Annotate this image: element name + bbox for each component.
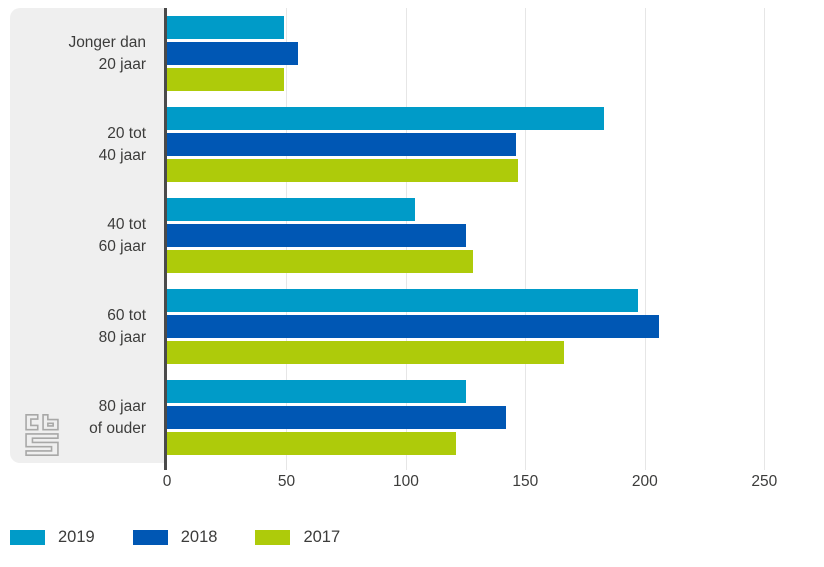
- plot-area: [167, 8, 824, 470]
- bar-2017-category-4: [167, 432, 457, 455]
- cbs-logo: [25, 413, 59, 457]
- category-label-line: 20 jaar: [98, 55, 146, 73]
- bar-2019-category-3: [167, 289, 638, 312]
- gridline-150: [525, 8, 527, 470]
- bar-2019-category-4: [167, 380, 466, 403]
- legend-label-2018: 2018: [180, 528, 218, 546]
- legend-swatch-2018: [132, 530, 168, 545]
- bar-2017-category-0: [167, 68, 285, 91]
- legend-item-2017: 2017: [255, 528, 340, 547]
- bar-2018-category-1: [167, 133, 516, 156]
- legend-label-2017: 2017: [303, 528, 341, 546]
- category-label-line: 40 tot: [107, 215, 146, 233]
- legend: 2019 2018 2017: [10, 528, 340, 547]
- category-label-0: Jonger dan 20 jaar: [10, 8, 164, 99]
- x-tick-label-100: 100: [392, 473, 419, 490]
- category-label-line: 20 tot: [107, 124, 146, 142]
- bar-2018-category-4: [167, 406, 507, 429]
- x-tick-label-200: 200: [631, 473, 658, 490]
- x-tick-label-250: 250: [751, 473, 778, 490]
- x-tick-label-50: 50: [277, 473, 296, 490]
- x-axis-tick-labels: 0 50 100 150 200 250: [163, 473, 824, 495]
- bar-2017-category-1: [167, 159, 519, 182]
- category-labels: Jonger dan 20 jaar 20 tot 40 jaar 40 tot 60 j…: [10, 8, 164, 463]
- category-label-line: 60 jaar: [98, 237, 146, 255]
- bar-group-4: [167, 372, 824, 463]
- category-label-line: 40 jaar: [98, 146, 146, 164]
- legend-swatch-2017: [255, 530, 291, 545]
- cbs-logo-icon: [25, 414, 59, 456]
- gridline-200: [644, 8, 646, 470]
- bar-group-0: [167, 8, 824, 99]
- legend-swatch-2019: [10, 530, 45, 545]
- category-label-4: 80 jaar of ouder: [10, 372, 164, 463]
- bar-group-1: [167, 99, 824, 190]
- bar-2017-category-2: [167, 250, 473, 273]
- bar-2019-category-2: [167, 198, 416, 221]
- bar-group-3: [167, 281, 824, 372]
- legend-item-2018: 2018: [132, 528, 218, 547]
- category-label-1: 20 tot 40 jaar: [10, 99, 164, 190]
- gridline-250: [764, 8, 766, 470]
- category-label-line: of ouder: [89, 419, 146, 437]
- bar-2019-category-0: [167, 16, 285, 39]
- bar-group-2: [167, 190, 824, 281]
- category-label-line: 80 jaar: [98, 397, 146, 415]
- category-label-line: 80 jaar: [98, 328, 146, 346]
- category-label-2: 40 tot 60 jaar: [10, 190, 164, 281]
- bar-2018-category-0: [167, 42, 299, 65]
- y-axis-line: [164, 8, 167, 470]
- category-label-line: Jonger dan: [68, 33, 146, 51]
- bar-2018-category-3: [167, 315, 660, 338]
- bar-2017-category-3: [167, 341, 564, 364]
- bar-groups: [167, 8, 824, 463]
- legend-label-2019: 2019: [58, 528, 95, 546]
- x-tick-label-0: 0: [162, 473, 172, 490]
- legend-item-2019: 2019: [10, 528, 95, 547]
- category-label-panel: Jonger dan 20 jaar 20 tot 40 jaar 40 tot 60 j…: [10, 8, 164, 463]
- category-label-3: 60 tot 80 jaar: [10, 281, 164, 372]
- bar-2019-category-1: [167, 107, 605, 130]
- x-tick-label-150: 150: [512, 473, 539, 490]
- bar-2018-category-2: [167, 224, 466, 247]
- category-label-line: 60 tot: [107, 306, 146, 324]
